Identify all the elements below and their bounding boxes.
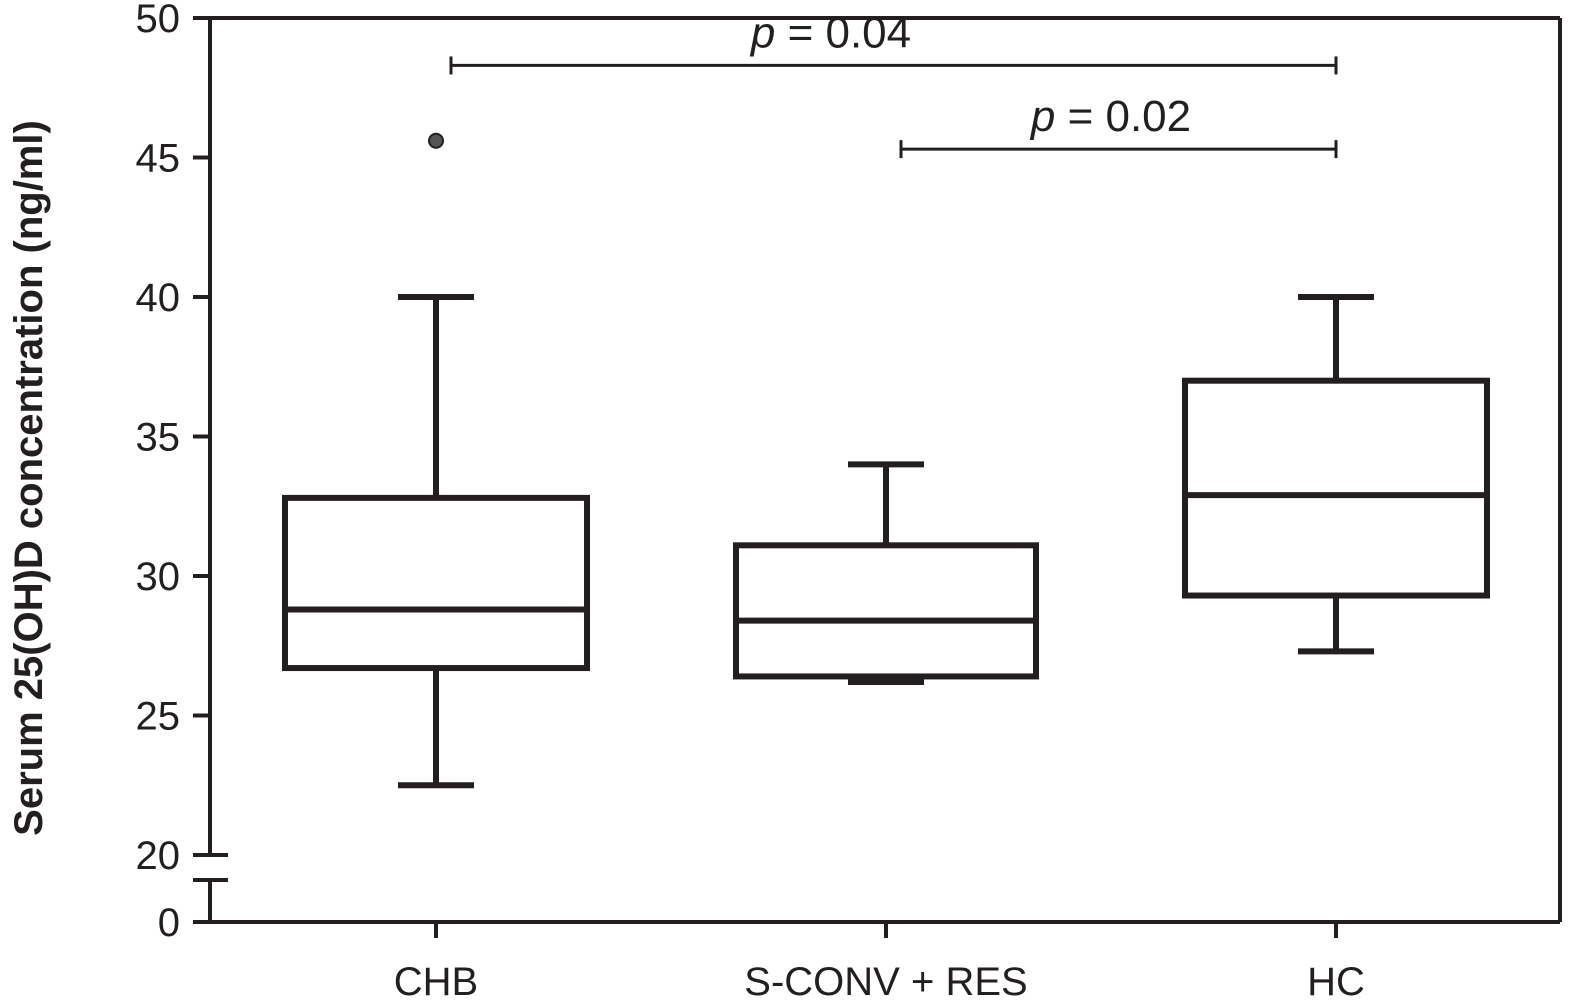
box-iqr	[282, 494, 590, 672]
y-tick-label-0: 0	[158, 901, 180, 945]
p-value: = 0.04	[775, 8, 911, 57]
y-ticks: 20 25 30 35 40 45 50 0 CHB S-CONV + RES HC	[136, 0, 1365, 1000]
p-value: = 0.02	[1055, 92, 1191, 141]
x-tick-label-0: CHB	[394, 960, 478, 1000]
y-tick-label-25: 25	[136, 695, 181, 739]
significance-annotations: p = 0.04p = 0.02	[449, 8, 1338, 159]
y-tick-label-50: 50	[136, 0, 181, 41]
box-group-1	[733, 461, 1039, 686]
y-tick-label-40: 40	[136, 276, 181, 320]
p-symbol: p	[749, 8, 775, 57]
x-tick-label-2: HC	[1307, 960, 1365, 1000]
p-symbol: p	[1029, 92, 1055, 141]
box-iqr	[1182, 377, 1490, 599]
y-axis-label: Serum 25(OH)D concentration (ng/ml)	[7, 120, 51, 836]
box-group-2	[1182, 294, 1490, 655]
annotation-1: p = 0.02	[899, 92, 1338, 159]
box-group-0	[282, 132, 590, 789]
boxes	[282, 132, 1490, 789]
x-tick-label-1: S-CONV + RES	[744, 960, 1027, 1000]
p-value-label: p = 0.04	[749, 8, 911, 57]
outlier-point-0	[428, 132, 444, 149]
annotation-0: p = 0.04	[449, 8, 1338, 75]
p-value-label: p = 0.02	[1029, 92, 1191, 141]
y-tick-label-35: 35	[136, 416, 181, 460]
y-tick-label-30: 30	[136, 555, 181, 599]
y-tick-label-45: 45	[136, 137, 181, 181]
y-tick-label-20: 20	[136, 834, 181, 878]
box-iqr	[733, 542, 1039, 680]
